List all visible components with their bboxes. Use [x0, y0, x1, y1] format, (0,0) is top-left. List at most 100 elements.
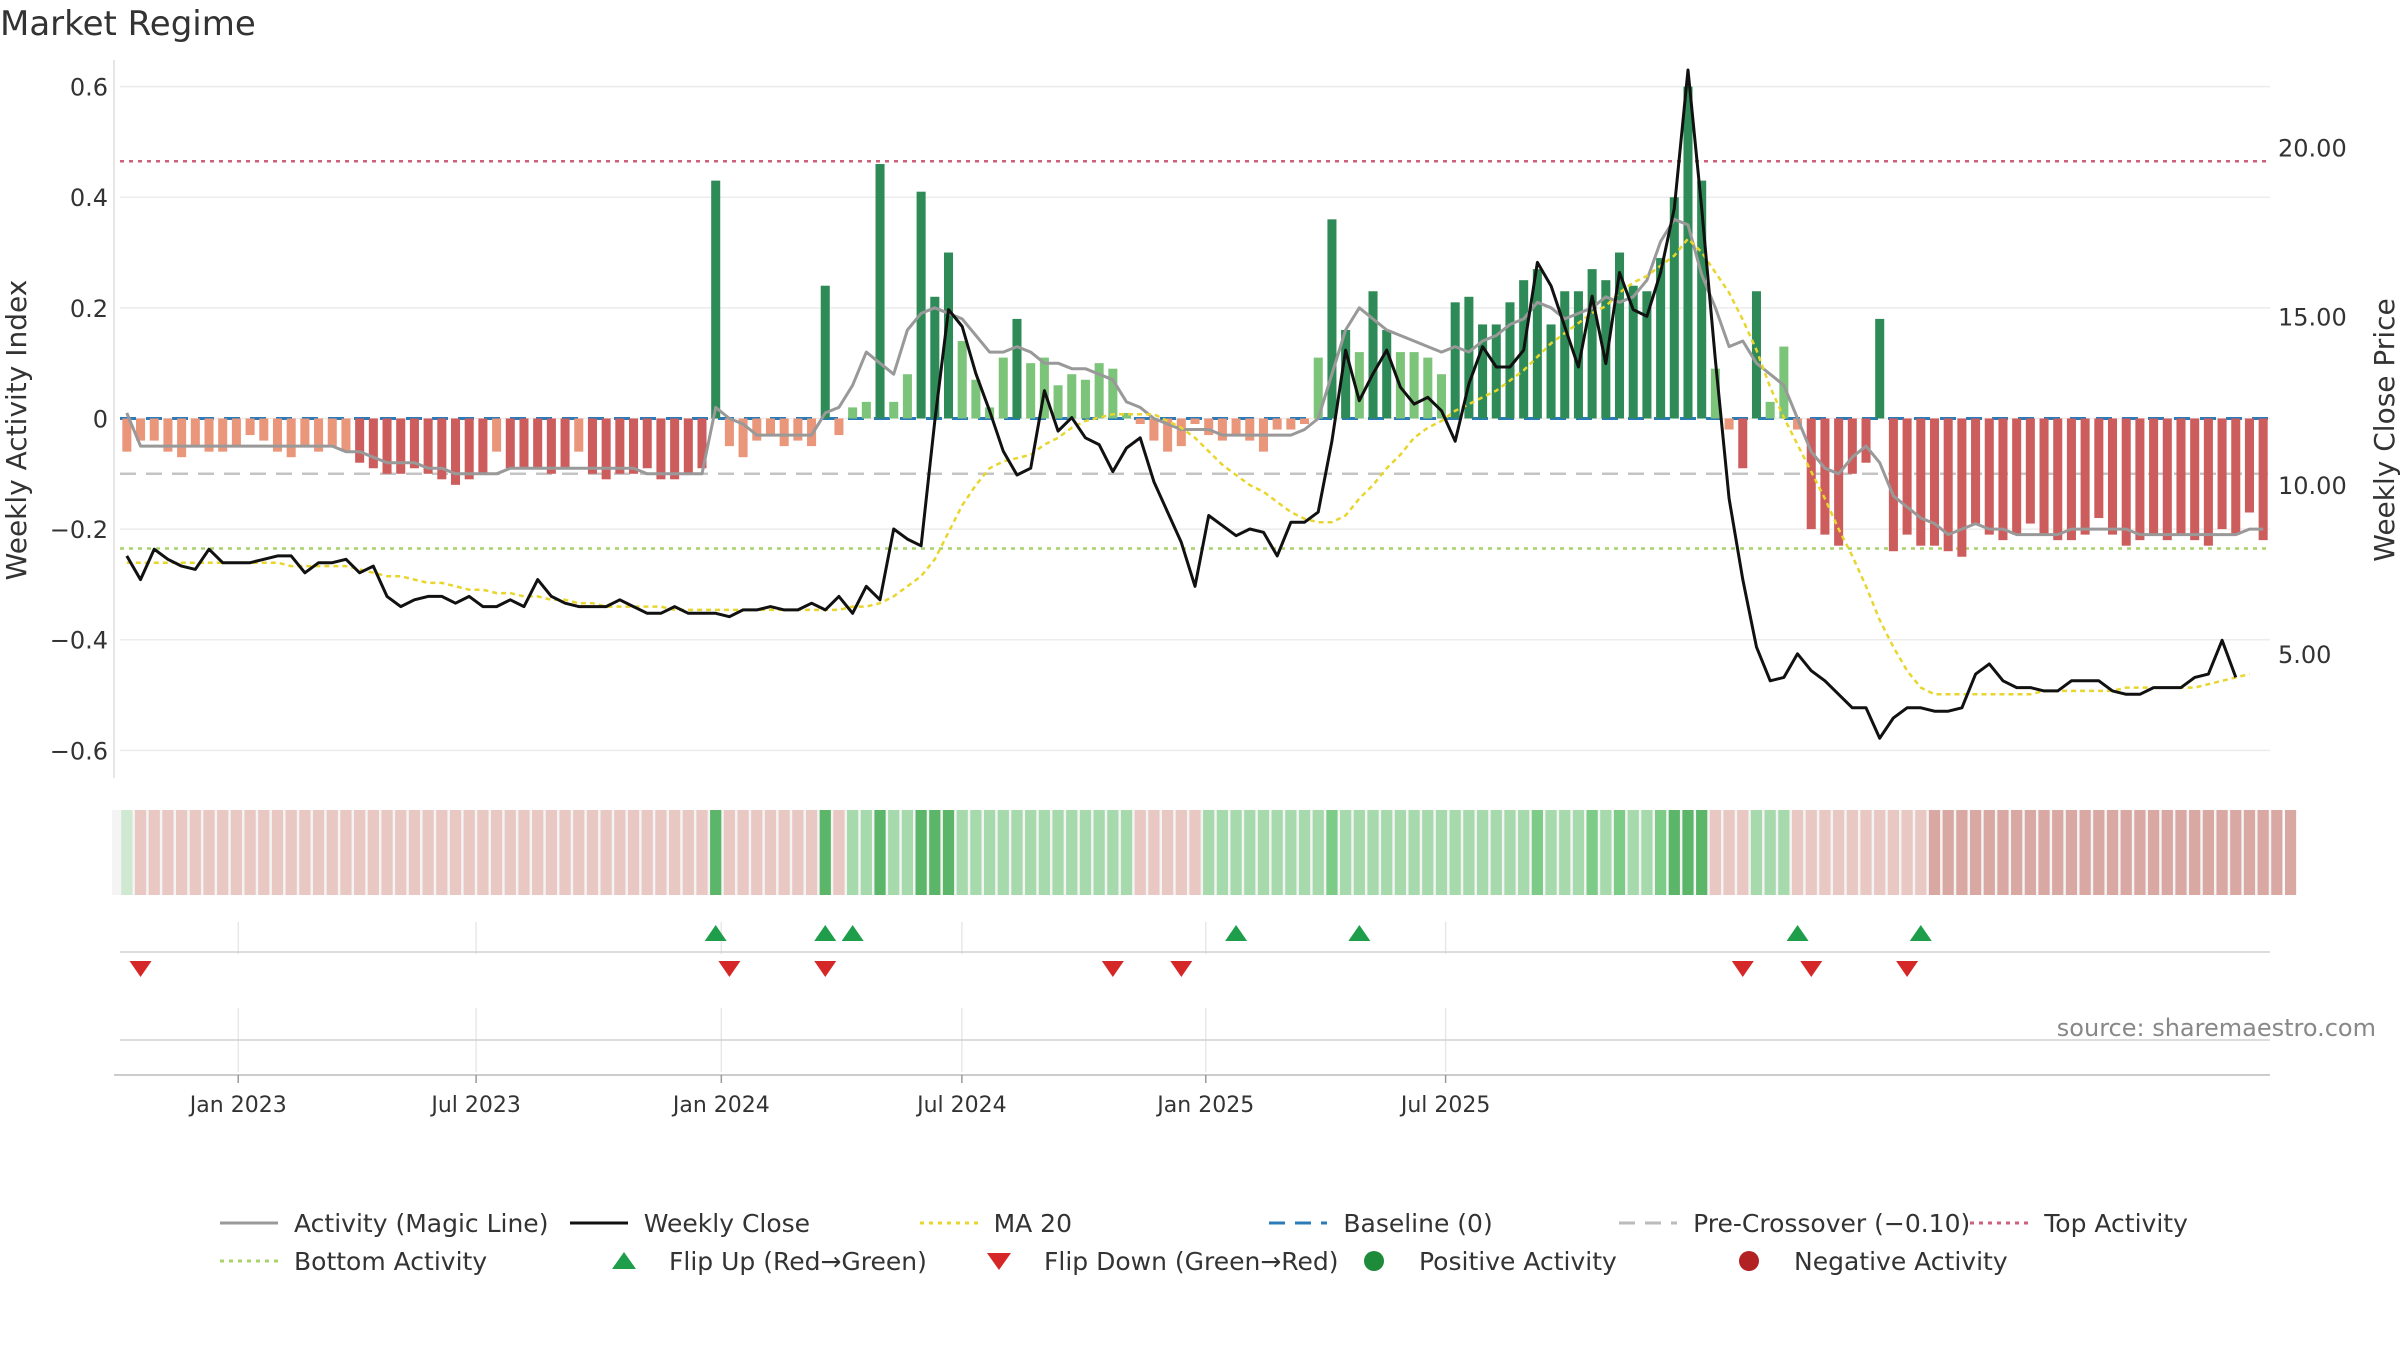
activity-bar — [1204, 418, 1214, 436]
regime-cell — [121, 810, 133, 895]
regime-cell — [1531, 810, 1543, 895]
regime-cell — [669, 810, 681, 895]
activity-bar — [478, 418, 488, 474]
regime-cell — [1860, 810, 1872, 895]
regime-cell — [354, 810, 366, 895]
activity-bar — [1122, 412, 1132, 419]
activity-bar — [1929, 418, 1940, 546]
left-tick-label: 0.6 — [70, 74, 108, 102]
regime-cell — [148, 810, 160, 895]
regime-cell — [833, 810, 845, 895]
regime-cell — [2175, 810, 2187, 895]
activity-bar — [2176, 418, 2186, 535]
dotted-legend-marker — [919, 1221, 978, 1225]
activity-bar — [2094, 418, 2104, 519]
regime-cell — [1654, 810, 1667, 895]
activity-bar — [738, 418, 748, 458]
regime-cell — [490, 810, 503, 895]
regime-cell — [1983, 810, 1995, 895]
regime-cell — [655, 810, 667, 895]
flip-up-marker — [1786, 925, 1809, 941]
activity-bar — [889, 401, 899, 419]
regime-cell — [1285, 810, 1297, 895]
regime-cell — [1161, 810, 1174, 895]
activity-bar — [1327, 219, 1337, 419]
regime-cell — [1066, 810, 1078, 895]
activity-bar — [1231, 418, 1241, 436]
chart-title: Market Regime — [0, 4, 256, 44]
activity-bar — [2053, 418, 2063, 541]
grid-layer — [120, 85, 2270, 1072]
activity-bar — [1532, 269, 1542, 419]
regime-cell — [1997, 810, 2009, 895]
activity-bar — [341, 418, 351, 452]
x-tick-label: Jan 2023 — [188, 1093, 287, 1118]
activity-bar — [1382, 329, 1392, 419]
regime-cell — [1271, 810, 1283, 895]
left-tick-label: 0.4 — [70, 184, 108, 212]
activity-bar — [1217, 418, 1227, 441]
regime-cell — [2093, 810, 2105, 895]
activity-bar — [1888, 418, 1898, 552]
flip-up-marker — [704, 925, 727, 941]
regime-cell — [2147, 810, 2160, 895]
legend-label: Positive Activity — [1419, 1246, 1617, 1276]
regime-cell — [1545, 810, 1557, 895]
regime-cell — [258, 810, 270, 895]
activity-bar — [2039, 418, 2049, 535]
regime-cell — [1956, 810, 1968, 895]
regime-cell — [545, 810, 557, 895]
activity-bar — [1710, 368, 1720, 419]
activity-bar — [642, 418, 652, 469]
regime-cell — [449, 810, 462, 895]
regime-cell — [395, 810, 407, 895]
regime-cell — [2271, 810, 2283, 895]
regime-cell — [1038, 810, 1050, 895]
activity-bar — [971, 379, 981, 419]
activity-bar — [1560, 291, 1570, 419]
weekly-close-line — [125, 68, 2238, 740]
activity-bar — [245, 418, 255, 436]
activity-bar — [2025, 418, 2035, 524]
activity-bar — [1080, 379, 1090, 419]
activity-bar — [1135, 418, 1145, 424]
regime-cell — [1244, 810, 1256, 895]
right-axis-title: Weekly Close Price — [2368, 298, 2400, 561]
regime-cell — [860, 810, 872, 895]
regime-cell — [2134, 810, 2146, 895]
activity-bar — [1491, 324, 1501, 419]
regime-cell — [463, 810, 475, 895]
regime-cell — [764, 810, 777, 895]
regime-cell — [970, 810, 982, 895]
regime-cell — [1449, 810, 1461, 895]
activity-bar — [314, 418, 324, 452]
activity-bar — [1190, 418, 1200, 424]
activity-bar — [1916, 418, 1926, 546]
flip-up-marker — [1348, 925, 1371, 941]
regime-cell — [436, 810, 448, 895]
regime-cell — [1696, 810, 1708, 895]
activity-bar — [1108, 368, 1118, 419]
regime-cell — [285, 810, 297, 895]
regime-cell — [1312, 810, 1324, 895]
regime-cell — [2011, 810, 2023, 895]
regime-cell — [1874, 810, 1886, 895]
regime-cell — [1805, 810, 1817, 895]
activity-bar — [957, 341, 967, 419]
activity-bar — [204, 418, 214, 452]
activity-bar — [807, 418, 817, 447]
activity-bar — [1176, 418, 1186, 447]
regime-cell — [1203, 810, 1215, 895]
line-legend-marker — [569, 1221, 628, 1225]
source-credit: source: sharemaestro.com — [2056, 1014, 2376, 1042]
activity-bar — [779, 418, 789, 447]
regime-cell — [176, 810, 188, 895]
activity-bar — [177, 418, 187, 458]
regime-cell — [847, 810, 859, 895]
left-tick-label: −0.6 — [50, 737, 108, 765]
activity-bar — [1272, 418, 1282, 430]
activity-bar — [1450, 302, 1460, 419]
legend-item: Positive Activity — [1345, 1242, 1720, 1280]
activity-bar — [1738, 418, 1748, 469]
legend-label: Negative Activity — [1794, 1246, 2008, 1276]
